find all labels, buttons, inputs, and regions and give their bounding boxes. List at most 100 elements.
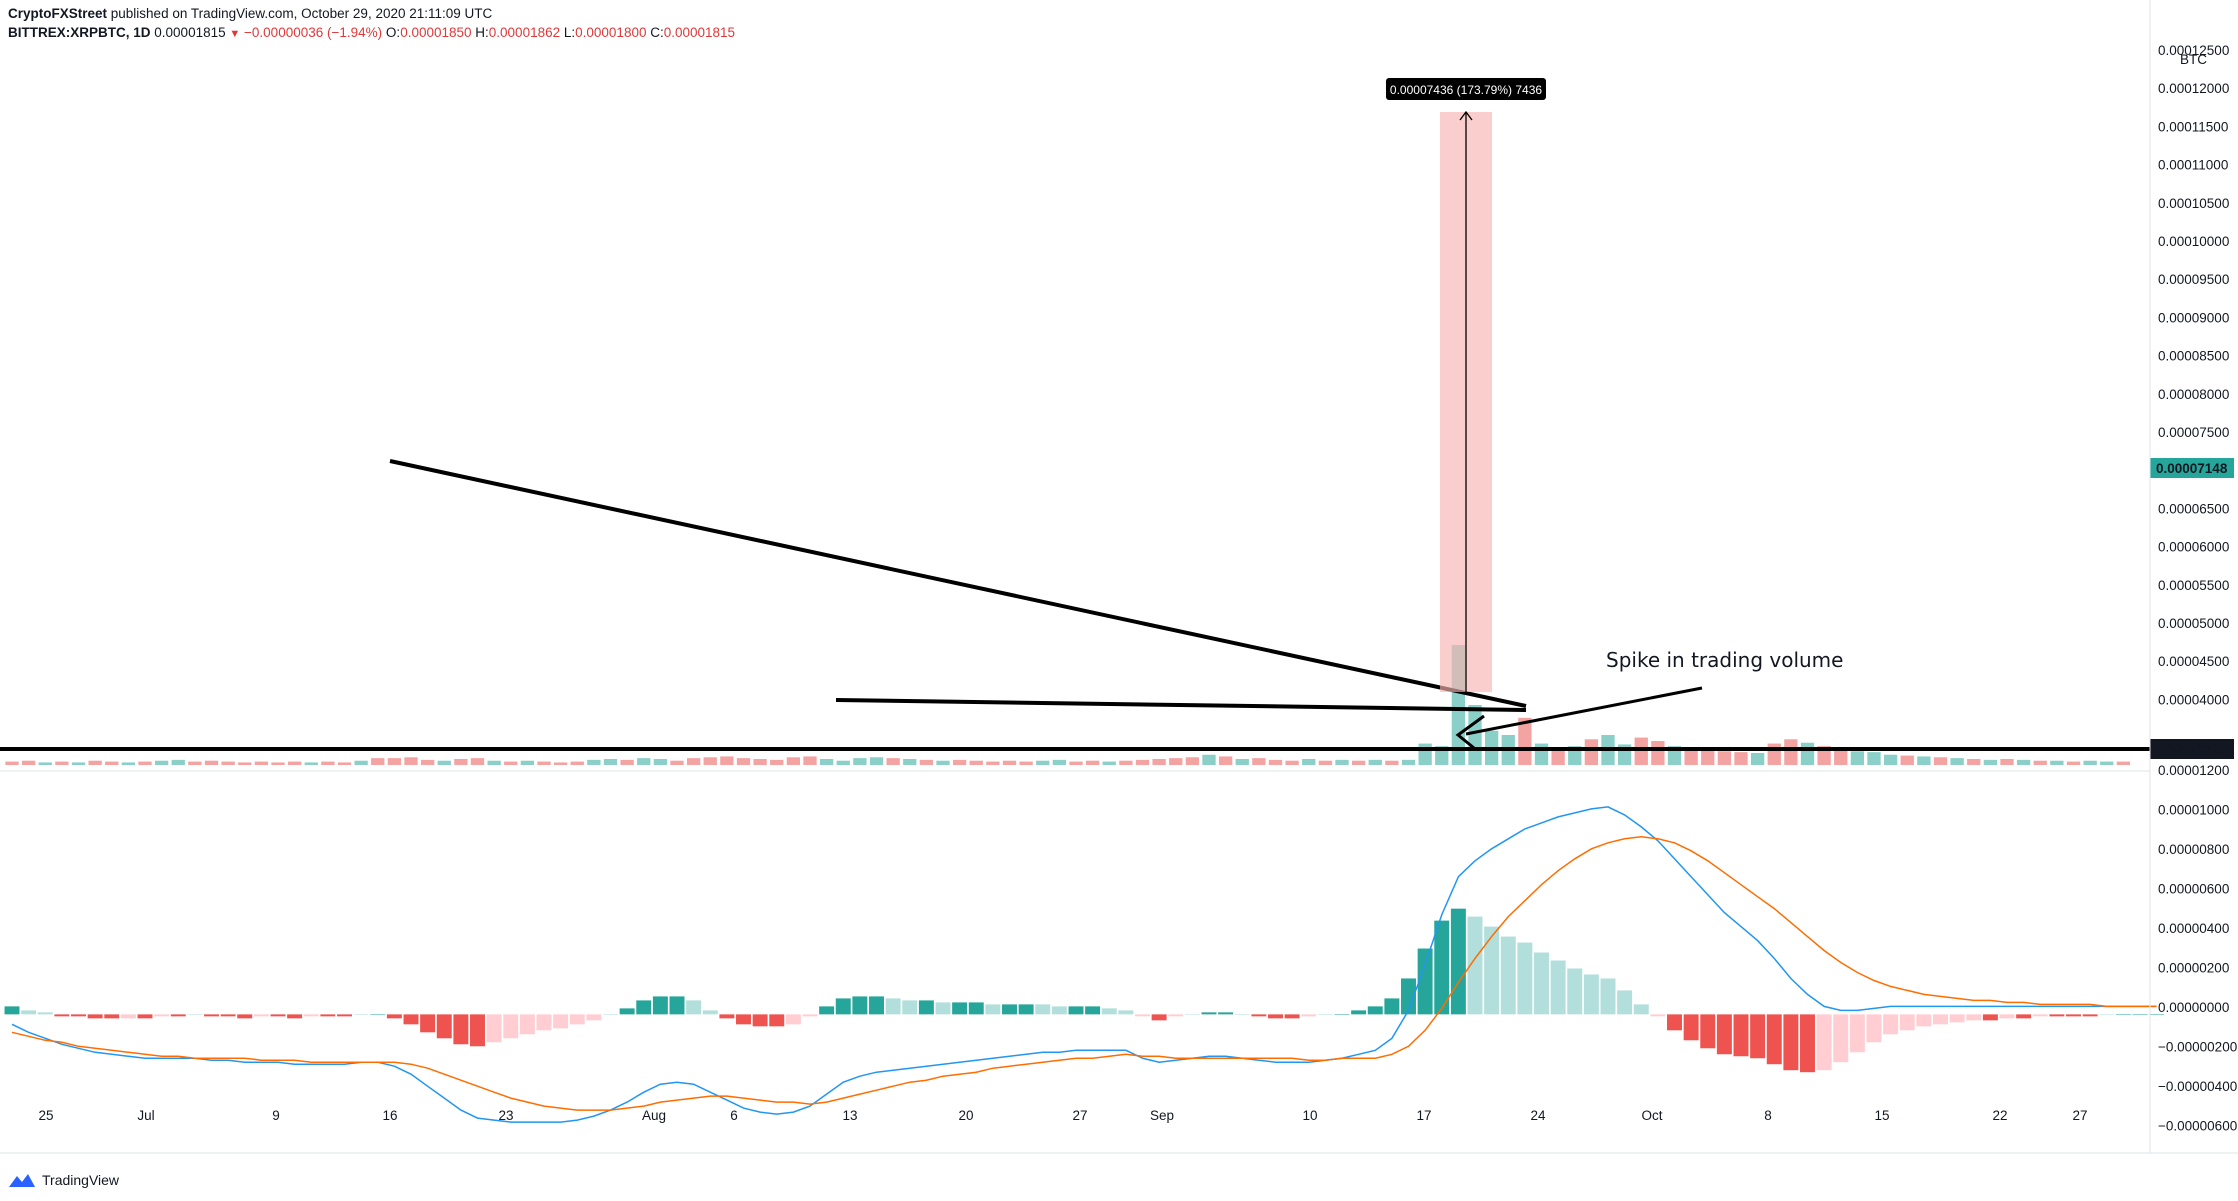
histogram-bar [503,1014,519,1039]
descending-trendline [389,459,1527,708]
histogram-bar [320,1014,336,1017]
volume-bar [88,760,102,765]
histogram-bar [1966,1014,1982,1021]
price-tick-label: 0.00007500 [2158,425,2229,440]
histogram-bar [1982,1014,1998,1021]
publish-line: CryptoFXStreet published on TradingView.… [8,4,735,23]
high-label: H: [475,25,489,40]
macd-tick-label: −0.00000400 [2158,1079,2237,1094]
volume-bar [553,762,568,765]
volume-bar [653,759,668,765]
volume-bar [952,759,967,765]
histogram-bar [669,996,685,1015]
symbol-label[interactable]: BITTREX:XRPBTC, 1D [8,25,151,40]
volume-bar [454,759,468,765]
volume-bar [1235,759,1249,765]
volume-bar [1002,760,1017,765]
volume-bar [520,760,535,765]
volume-bar [1784,739,1798,765]
histogram-bar [1833,1014,1849,1063]
histogram-bar [1683,1014,1699,1041]
histogram-bar [1733,1014,1749,1057]
histogram-bar [1334,1014,1350,1015]
volume-bar [1351,760,1366,765]
histogram-bar [1151,1014,1167,1021]
volume-bar [1584,739,1599,765]
histogram-bar [1251,1014,1267,1017]
histogram-bar [1999,1014,2015,1019]
volume-bar [637,758,651,765]
volume-bar [819,759,834,765]
macd-histogram [4,908,2165,1073]
price-tick-label: 0.00009500 [2158,272,2229,287]
tradingview-branding[interactable]: TradingView [8,1172,119,1188]
histogram-bar [436,1014,452,1039]
histogram-bar [1301,1014,1317,1017]
histogram-bar [1750,1014,1766,1059]
drawings[interactable]: Spike in trading volume 0.00007436 (173.7… [0,78,2150,751]
macd-line [11,806,2157,1123]
price-tick-label: 0.00009000 [2158,310,2229,325]
date-tick-label: 15 [1874,1108,1889,1123]
volume-bar [1119,760,1133,765]
date-tick-label: Jul [137,1108,154,1123]
volume-bar [986,761,1000,765]
histogram-bar [1268,1014,1283,1019]
support-badge [2150,739,2234,759]
volume-bar [2000,759,2014,765]
volume-bar [221,761,235,765]
histogram-bar [1716,1014,1732,1055]
currency-label: BTC [2180,52,2207,67]
price-tick-label: 0.00006000 [2158,540,2229,555]
volume-bar [1302,759,1316,765]
histogram-bar [1168,1014,1184,1017]
volume-bar [1368,759,1382,765]
volume-bar [1252,758,1266,765]
histogram-bar [1450,908,1466,1015]
histogram-bar [968,1002,984,1015]
volume-bar [1834,749,1848,765]
price-tick-label: 0.00004000 [2158,692,2229,707]
histogram-bar [1184,1014,1200,1015]
date-tick-label: Sep [1150,1108,1174,1123]
publisher-name[interactable]: CryptoFXStreet [8,6,108,21]
histogram-bar [1700,1014,1716,1049]
histogram-bar [154,1014,170,1017]
histogram-bar [137,1014,153,1019]
volume-bar [304,762,318,765]
macd-tick-label: 0.00000600 [2158,882,2229,897]
macd-tick-label: 0.00000000 [2158,1000,2229,1015]
ohlc-line: BITTREX:XRPBTC, 1D 0.00001815 ▼ −0.00000… [8,23,735,44]
annotation-text: Spike in trading volume [1606,648,1843,672]
volume-bar [570,761,584,765]
volume-bar [1318,760,1333,765]
histogram-bar [1567,968,1583,1015]
volume-bar [1850,751,1865,765]
histogram-bar [736,1014,751,1025]
volume-bar [2016,759,2031,765]
volume-bar [121,762,136,765]
volume-bar [238,762,252,765]
time-axis[interactable]: 25 Jul 9 16 23 Aug 6 13 20 27 Sep 10 17 24 Oct 8 15 22 27 [38,1108,2087,1123]
volume-bar [670,760,684,765]
volume-bar [1900,755,1914,765]
histogram-bar [220,1014,236,1017]
histogram-bar [1434,920,1450,1015]
histogram-bar [536,1014,552,1031]
last-price: 0.00001815 [154,25,226,40]
price-axis[interactable]: 0.00012500 0.00012000 0.00011500 0.00011000… [2150,43,2237,1134]
volume-bar [1085,760,1100,765]
histogram-bar [420,1014,436,1033]
volume-bar [387,758,402,765]
volume-bar [686,758,701,765]
volume-bar [105,761,119,765]
volume-bar [720,756,734,765]
histogram-bar [952,1002,968,1015]
histogram-bar [104,1014,120,1019]
volume-bar [620,759,634,765]
macd-tick-label: 0.00000400 [2158,921,2229,936]
annotation-arrow [1465,686,1703,736]
date-tick-label: 24 [1530,1108,1546,1123]
date-tick-label: 22 [1992,1108,2007,1123]
